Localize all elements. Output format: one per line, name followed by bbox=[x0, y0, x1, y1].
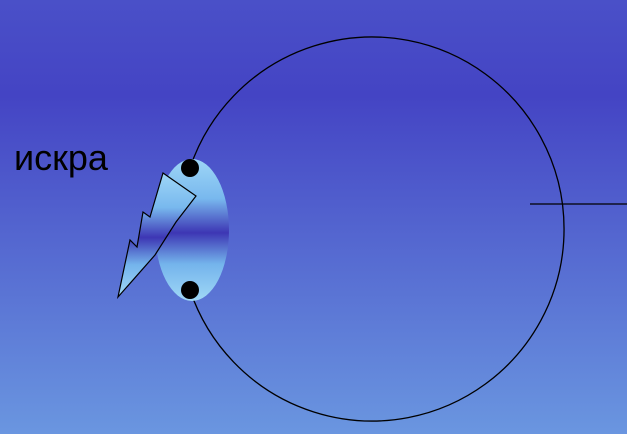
spark-label: искра bbox=[14, 137, 108, 178]
lightning-bolt-icon bbox=[116, 172, 197, 300]
lower-electrode bbox=[181, 281, 199, 299]
circuit-loop bbox=[189, 36, 565, 422]
upper-electrode bbox=[181, 159, 199, 177]
